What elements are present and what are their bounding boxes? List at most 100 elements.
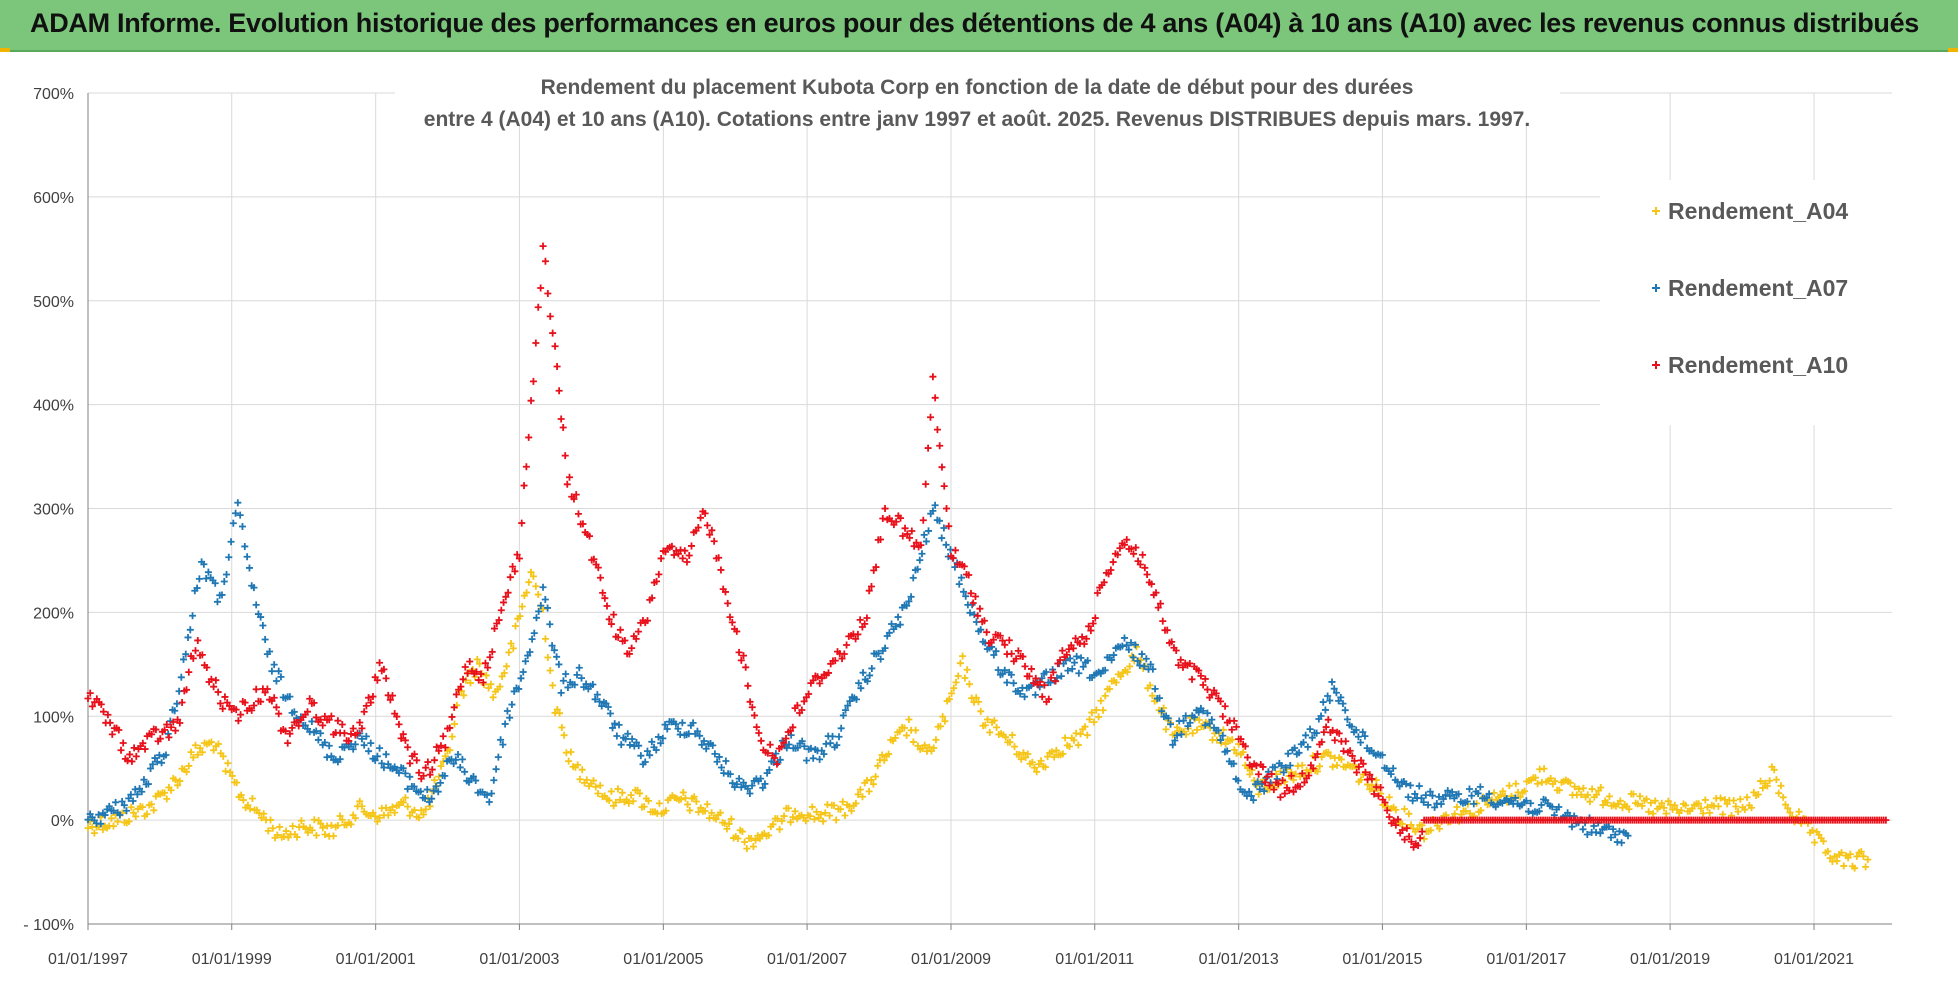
data-point-a04 <box>1316 762 1324 770</box>
data-point-a10 <box>717 566 725 574</box>
data-point-a04 <box>297 817 305 825</box>
data-point-a07 <box>204 568 212 576</box>
data-point-a07 <box>1579 825 1587 833</box>
data-point-a10 <box>1290 788 1298 796</box>
data-point-a10 <box>128 757 136 765</box>
data-point-a10 <box>452 690 460 698</box>
data-point-a04 <box>963 666 971 674</box>
data-point-a04 <box>161 789 169 797</box>
data-point-a10 <box>1348 752 1356 760</box>
data-point-a10 <box>1377 784 1385 792</box>
data-point-a04 <box>1290 776 1298 784</box>
data-point-a07 <box>713 758 721 766</box>
data-point-a07 <box>962 592 970 600</box>
data-point-a10 <box>922 480 930 488</box>
data-point-a10 <box>1232 723 1240 731</box>
data-point-a10 <box>1353 768 1361 776</box>
data-point-a07 <box>539 583 547 591</box>
data-point-a07 <box>1077 654 1085 662</box>
data-point-a04 <box>1074 741 1082 749</box>
data-point-a10 <box>1030 679 1038 687</box>
data-point-a07 <box>776 756 784 764</box>
data-point-a04 <box>1636 792 1644 800</box>
data-point-a07 <box>689 719 697 727</box>
data-point-a07 <box>1234 777 1242 785</box>
data-point-a04 <box>778 817 786 825</box>
data-point-a10 <box>304 708 312 716</box>
data-point-a10 <box>393 713 401 721</box>
data-point-a04 <box>210 746 218 754</box>
data-point-a10 <box>777 743 785 751</box>
data-point-a10 <box>241 699 249 707</box>
data-point-a10 <box>643 617 651 625</box>
data-point-a04 <box>1101 692 1109 700</box>
data-point-a04 <box>410 806 418 814</box>
data-point-a04 <box>109 822 117 830</box>
data-point-a07 <box>1079 663 1087 671</box>
data-point-a07 <box>1120 634 1128 642</box>
data-point-a04 <box>1337 755 1345 763</box>
data-point-a07 <box>698 741 706 749</box>
data-point-a10 <box>275 710 283 718</box>
data-point-a07 <box>1278 762 1286 770</box>
data-point-a07 <box>151 754 159 762</box>
data-point-a10 <box>681 547 689 555</box>
data-point-a10 <box>327 712 335 720</box>
data-point-a07 <box>678 719 686 727</box>
data-point-a07 <box>1339 700 1347 708</box>
data-point-a10 <box>881 505 889 513</box>
data-point-a10 <box>1136 561 1144 569</box>
data-point-a07 <box>1424 801 1432 809</box>
data-point-a04 <box>1126 662 1134 670</box>
data-point-a10 <box>156 735 164 743</box>
data-point-a07 <box>936 517 944 525</box>
data-point-a07 <box>1164 714 1172 722</box>
data-point-a10 <box>347 730 355 738</box>
data-point-a07 <box>1465 785 1473 793</box>
data-point-a07 <box>97 820 105 828</box>
data-point-a07 <box>1306 725 1314 733</box>
data-point-a10 <box>771 754 779 762</box>
y-tick-label: - 100% <box>23 917 74 934</box>
data-point-a07 <box>1173 731 1181 739</box>
data-point-a04 <box>1112 679 1120 687</box>
data-point-a04 <box>1195 716 1203 724</box>
data-point-a07 <box>508 701 516 709</box>
data-point-a07 <box>931 501 939 509</box>
data-point-a10 <box>919 516 927 524</box>
data-point-a04 <box>1017 755 1025 763</box>
data-point-a04 <box>984 715 992 723</box>
data-point-a10 <box>1188 675 1196 683</box>
data-point-a10 <box>737 656 745 664</box>
data-point-a04 <box>267 816 275 824</box>
data-point-a10 <box>933 426 941 434</box>
data-point-a07 <box>637 752 645 760</box>
data-point-a04 <box>625 799 633 807</box>
data-point-a04 <box>448 733 456 741</box>
data-point-a10 <box>1014 647 1022 655</box>
data-point-a04 <box>701 807 709 815</box>
data-point-a04 <box>891 734 899 742</box>
data-point-a07 <box>162 751 170 759</box>
data-point-a07 <box>515 685 523 693</box>
data-point-a04 <box>422 805 430 813</box>
data-point-a07 <box>1444 787 1452 795</box>
data-point-a04 <box>389 803 397 811</box>
data-point-a07 <box>147 765 155 773</box>
data-point-a04 <box>1634 800 1642 808</box>
data-point-a04 <box>534 591 542 599</box>
data-point-a04 <box>808 803 816 811</box>
data-point-a07 <box>257 613 265 621</box>
data-point-a07 <box>378 759 386 767</box>
data-point-a07 <box>863 677 871 685</box>
data-point-a10 <box>225 702 233 710</box>
data-point-a04 <box>527 568 535 576</box>
data-point-a10 <box>814 673 822 681</box>
data-point-a07 <box>1177 730 1185 738</box>
data-point-a07 <box>1064 667 1072 675</box>
y-tick-label: 0% <box>51 813 74 830</box>
data-point-a10 <box>248 706 256 714</box>
data-point-a04 <box>391 809 399 817</box>
data-point-a10 <box>1322 723 1330 731</box>
data-point-a07 <box>1359 728 1367 736</box>
